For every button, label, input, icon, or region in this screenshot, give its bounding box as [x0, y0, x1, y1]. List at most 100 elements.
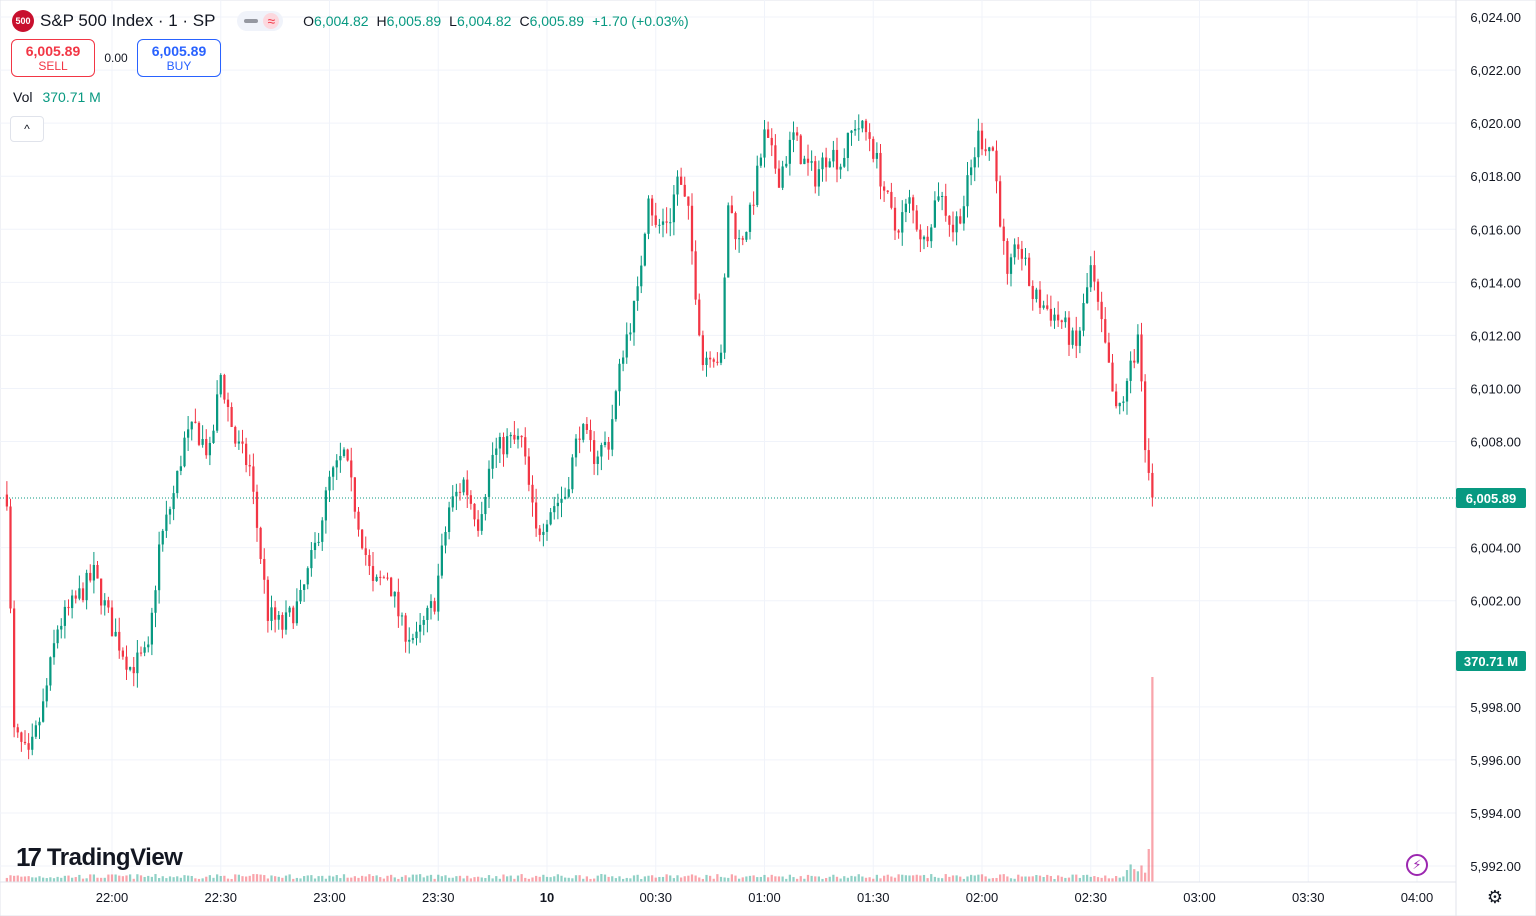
candle-body [440, 545, 443, 576]
volume-bar [502, 874, 505, 882]
lightning-icon[interactable]: ⚡ [1406, 854, 1428, 876]
candle-body [502, 436, 505, 455]
candle-body [313, 542, 317, 551]
candle-body [13, 608, 16, 728]
candle-body [31, 736, 34, 750]
candle-body [491, 454, 494, 469]
candle-body [1144, 381, 1147, 451]
volume-bar [139, 875, 143, 882]
candle-body [158, 544, 161, 591]
candle-body [368, 555, 371, 567]
candle-body [636, 286, 639, 301]
candle-body [825, 157, 828, 168]
volume-bar [270, 875, 273, 882]
volume-bar [839, 878, 842, 882]
candle-body [912, 197, 915, 211]
volume-bar [495, 876, 498, 882]
candle-body [23, 741, 27, 744]
candle-body [542, 531, 545, 535]
candle-body [770, 137, 773, 146]
volume-legend[interactable]: Vol 370.71 M [13, 89, 101, 105]
candle-body [1125, 380, 1129, 402]
volume-bar [332, 876, 335, 882]
candle-body [988, 147, 991, 152]
candle-body [16, 727, 19, 733]
volume-bar [654, 877, 657, 882]
volume-bar [38, 876, 41, 882]
candle-body [955, 216, 958, 233]
y-tick-label: 6,010.00 [1470, 381, 1521, 396]
x-tick-label: 00:30 [639, 890, 672, 905]
candle-body [270, 607, 273, 621]
candle-body [132, 667, 135, 674]
volume-bar [292, 878, 295, 882]
volume-bar [901, 874, 904, 882]
candle-body [995, 150, 998, 182]
buy-button[interactable]: 6,005.89 BUY [137, 39, 221, 77]
candle-body [386, 577, 389, 579]
volume-bar [734, 875, 737, 882]
candles [5, 114, 1154, 760]
volume-bar [81, 878, 85, 882]
volume-bar [1028, 876, 1031, 882]
volume-bar [201, 878, 204, 882]
volume-bar [560, 875, 563, 882]
candle-body [1115, 391, 1118, 407]
volume-bar [448, 877, 451, 882]
volume-bar [611, 876, 614, 882]
volume-bar [60, 877, 63, 882]
volume-bar [23, 876, 27, 882]
candle-body [1086, 287, 1089, 304]
x-tick-label: 04:00 [1401, 890, 1434, 905]
collapse-button[interactable]: ^ [10, 116, 44, 142]
candle-body [970, 167, 973, 176]
volume-bar [1064, 877, 1067, 882]
candle-body [951, 224, 955, 233]
candle-body [1013, 244, 1016, 258]
volume-bar [1096, 877, 1100, 882]
volume-bar [379, 877, 382, 882]
volume-bar [45, 878, 48, 882]
candle-body [34, 725, 37, 737]
volume-bar [636, 874, 639, 882]
candle-body [1031, 285, 1034, 300]
settings-gear-icon[interactable]: ⚙ [1486, 886, 1504, 907]
candle-body [582, 424, 585, 440]
candle-body [60, 625, 63, 630]
candle-body [408, 639, 411, 642]
volume-bar [781, 876, 784, 882]
candle-body [879, 152, 882, 187]
sell-button[interactable]: 6,005.89 SELL [11, 39, 95, 77]
candle-body [219, 374, 222, 395]
price-axis[interactable]: 6,024.00 6,022.00 6,020.00 6,018.00 6,016.00… [1455, 0, 1521, 916]
volume-bar [161, 876, 164, 882]
volume-bar [393, 877, 396, 882]
volume-bar [96, 877, 99, 882]
volume-bar [303, 876, 306, 882]
volume-bar [458, 875, 462, 882]
volume-bar [672, 878, 675, 882]
volume-bar [361, 875, 364, 882]
volume-bar [20, 876, 23, 882]
candle-body [516, 435, 520, 440]
y-tick-label: 6,014.00 [1470, 275, 1521, 290]
volume-bar [252, 874, 255, 882]
volume-bar [400, 876, 404, 882]
candle-body [9, 506, 12, 609]
indicator-toggle[interactable]: ≈ [237, 11, 284, 31]
volume-bar [1122, 876, 1125, 882]
time-axis[interactable]: 22:00 22:30 23:00 23:30 10 00:30 01:00 01:30 02:… [0, 881, 1456, 905]
candle-body [792, 132, 795, 140]
candle-body [201, 438, 204, 445]
volume-bar [158, 878, 161, 882]
volume-bar [226, 878, 230, 882]
volume-bar [759, 876, 762, 882]
volume-bar [223, 875, 226, 882]
symbol-title[interactable]: S&P 500 Index · 1 · SP [40, 11, 216, 30]
candle-body [908, 197, 911, 204]
candle-body [1107, 342, 1110, 363]
candle-body [509, 434, 512, 437]
volume-bar [701, 878, 704, 882]
candle-body [941, 195, 944, 197]
